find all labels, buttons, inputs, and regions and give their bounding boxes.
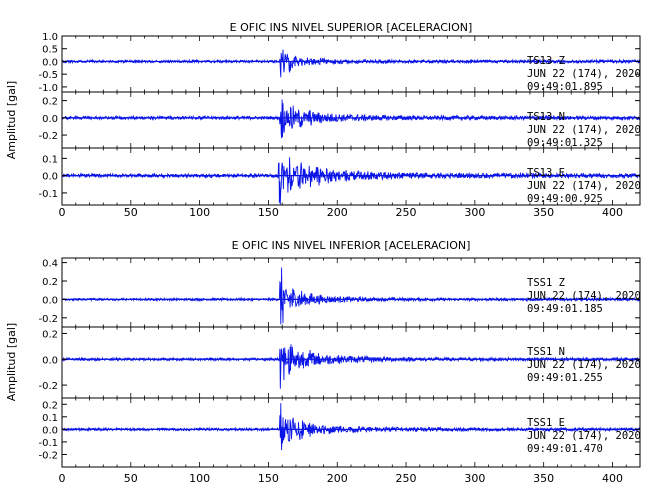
x-tick-label: 150	[258, 472, 279, 485]
station-annotation-line: TSS1 Z	[527, 277, 565, 289]
station-annotation-line: JUN 22 (174), 2020	[527, 124, 641, 136]
x-tick-label: 200	[327, 206, 348, 219]
x-tick-label: 400	[602, 206, 623, 219]
station-annotation-line: TS13 E	[527, 167, 565, 179]
y-tick-label: 0.2	[42, 329, 58, 340]
y-tick-label: 0.0	[42, 114, 58, 125]
station-annotation-line: TS13 N	[527, 111, 565, 123]
station-annotation-line: JUN 22 (174), 2020	[527, 290, 641, 302]
x-tick-label: 0	[59, 206, 66, 219]
y-tick-label: 0.2	[42, 277, 58, 288]
y-tick-label: -0.1	[38, 189, 58, 200]
x-tick-label: 350	[533, 472, 554, 485]
y-tick-label: 0.0	[42, 295, 58, 306]
x-tick-label: 200	[327, 472, 348, 485]
y-tick-label: 0.0	[42, 355, 58, 366]
y-tick-label: 0.2	[42, 400, 58, 411]
y-axis-label: Amplitud [gal]	[5, 81, 18, 159]
station-annotation-line: JUN 22 (174), 2020	[527, 180, 641, 192]
y-tick-label: 0.2	[42, 97, 58, 108]
y-tick-label: -0.2	[38, 381, 58, 392]
y-tick-label: -0.2	[38, 314, 58, 325]
y-tick-label: -1.0	[38, 83, 58, 94]
station-annotation-line: 09:49:01.470	[527, 443, 603, 455]
y-tick-label: -0.1	[38, 438, 58, 449]
y-tick-label: 0.0	[42, 57, 58, 68]
x-tick-label: 50	[124, 472, 138, 485]
station-annotation-line: TSS1 E	[527, 417, 565, 429]
x-tick-label: 150	[258, 206, 279, 219]
station-annotation-line: JUN 22 (174), 2020	[527, 430, 641, 442]
y-tick-label: 0.1	[42, 154, 58, 165]
x-tick-label: 100	[189, 472, 210, 485]
x-tick-label: 50	[124, 206, 138, 219]
y-tick-label: -0.2	[38, 450, 58, 461]
station-annotation-line: 09:49:01.895	[527, 81, 603, 93]
y-tick-label: 0.0	[42, 425, 58, 436]
station-annotation-line: 09:49:01.255	[527, 372, 603, 384]
x-tick-label: 250	[396, 472, 417, 485]
station-annotation-line: JUN 22 (174), 2020	[527, 68, 641, 80]
chart-title: E OFIC INS NIVEL INFERIOR [ACELERACION]	[232, 239, 471, 252]
y-tick-label: 0.5	[42, 45, 58, 56]
x-tick-label: 100	[189, 206, 210, 219]
station-annotation-line: 09:49:00.925	[527, 193, 603, 205]
station-annotation-line: 09:49:01.185	[527, 303, 603, 315]
x-tick-label: 300	[464, 206, 485, 219]
station-annotation-line: 09:49:01.325	[527, 137, 603, 149]
station-annotation-line: TS13 Z	[527, 55, 565, 67]
station-annotation-line: TSS1 N	[527, 346, 565, 358]
chart-group-2: E OFIC INS NIVEL INFERIOR [ACELERACION] A…	[5, 239, 641, 485]
x-tick-label: 400	[602, 472, 623, 485]
waveform-trace	[62, 99, 640, 139]
y-axis-label: Amplitud [gal]	[5, 323, 18, 401]
station-annotation-line: JUN 22 (174), 2020	[527, 359, 641, 371]
y-tick-label: -0.2	[38, 131, 58, 142]
chart-title: E OFIC INS NIVEL SUPERIOR [ACELERACION]	[230, 21, 473, 34]
y-tick-label: 0.4	[42, 259, 58, 270]
y-tick-label: 1.0	[42, 32, 58, 43]
x-tick-label: 350	[533, 206, 554, 219]
y-tick-label: 0.0	[42, 172, 58, 183]
y-tick-label: 0.1	[42, 413, 58, 424]
y-tick-label: -0.5	[38, 70, 58, 81]
chart-group-1: E OFIC INS NIVEL SUPERIOR [ACELERACION] A…	[5, 21, 641, 219]
x-tick-label: 300	[464, 472, 485, 485]
x-tick-label: 0	[59, 472, 66, 485]
x-tick-label: 250	[396, 206, 417, 219]
